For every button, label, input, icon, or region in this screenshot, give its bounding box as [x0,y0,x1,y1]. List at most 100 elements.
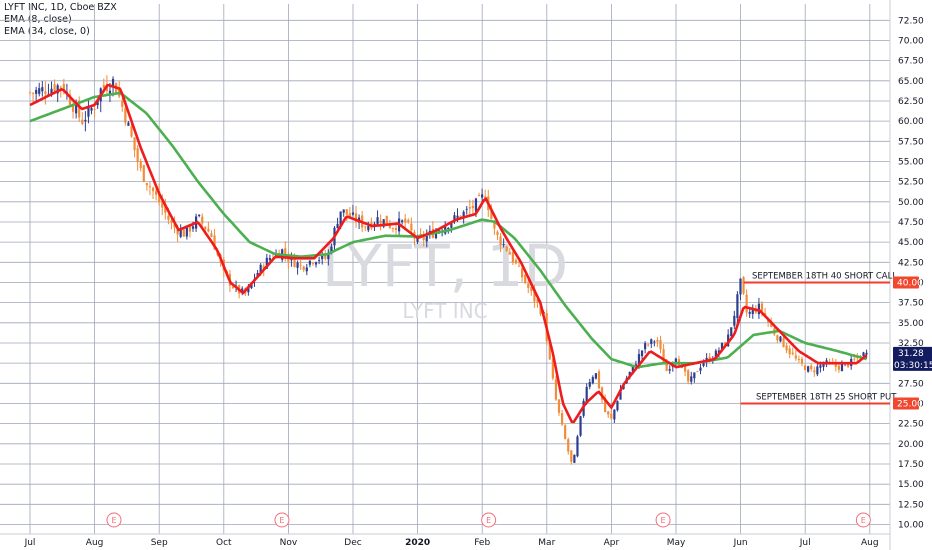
legend-ema-slow[interactable]: EMA (34, close, 0) [4,26,90,37]
candle-body [616,401,619,411]
candle-body [668,369,671,371]
candle-body [50,88,53,94]
price-tick-label: 27.50 [898,379,924,389]
candle-body [394,228,398,231]
candle-body [53,84,56,92]
candle-body [742,277,745,294]
candle-body [93,109,96,110]
candle-body [201,216,204,224]
short-put-annotation: SEPTEMBER 18TH 25 SHORT PUT [756,392,897,402]
candle-body [505,246,508,251]
legend-symbol[interactable]: LYFT INC, 1D, Cboe BZX [4,2,117,13]
time-tick-label: Jul [799,538,811,548]
earnings-label: E [661,516,666,525]
candle-body [490,209,493,219]
candle-body [813,370,816,373]
candle-body [185,226,188,237]
candle-body [696,371,699,373]
candle-body [379,220,382,224]
candle-body [434,231,438,239]
candle-body [284,248,287,256]
earnings-icon[interactable] [274,512,290,528]
candle-body [514,259,518,264]
earnings-icon[interactable] [855,512,871,528]
candle-body [348,213,351,217]
candle-body [779,336,782,342]
bar-countdown: 03:30:15 [894,361,932,371]
candle-body [837,365,840,370]
call-level-tag [893,276,919,289]
candle-body [265,257,268,269]
watermark-ticker: LYFT, 1D [322,232,568,300]
candle-body [862,352,865,356]
candle-body [502,244,505,245]
ema-slow-line [29,91,867,369]
price-tick-label: 67.50 [898,57,924,67]
earnings-icon[interactable] [655,512,671,528]
candle-body [342,209,345,213]
candle-body [481,194,484,198]
candle-body [330,246,333,253]
candle-body [198,214,201,217]
time-tick-label: Apr [604,538,620,548]
candle-body [496,231,499,236]
candle-body [327,252,330,260]
candle-body [533,288,536,302]
legend-ema-fast[interactable]: EMA (8, close) [4,14,72,25]
candle-body [524,274,527,283]
candle-body [422,235,425,241]
candle-body [44,91,47,95]
candle-body [819,365,822,368]
candle-body [674,358,677,364]
candle-body [653,341,656,343]
candle-body [179,229,182,237]
candle-body [124,108,127,123]
candle-body [570,450,573,462]
candle-body [164,204,167,213]
candle-body [127,122,130,126]
candle-body [733,315,736,326]
price-tick-label: 17.50 [898,460,924,470]
time-tick-label: Aug [86,538,104,548]
time-tick-label: Aug [861,538,879,548]
candle-body [308,260,311,265]
earnings-icon[interactable] [106,512,122,528]
price-tags: 40.00 25.00 31.28 03:30:15 [893,276,932,410]
chart-legend: LYFT INC, 1D, Cboe BZX EMA (8, close) EM… [4,2,117,38]
candle-body [151,187,155,192]
candle-body [499,236,502,246]
candle-body [631,365,634,372]
candle-body [262,265,265,270]
candle-body [450,223,453,228]
price-tick-label: 55.00 [898,157,924,167]
candle-body [665,362,668,371]
candle-body [751,309,754,315]
earnings-icon[interactable] [481,512,497,528]
candle-body [314,262,318,265]
candle-body [564,425,567,439]
candle-body [527,283,530,288]
price-tick-label: 52.50 [898,178,924,188]
candle-body [31,92,35,94]
time-tick-label: Nov [280,538,298,548]
candle-body [745,294,748,313]
candle-body [465,208,468,210]
candle-body [840,364,844,372]
candle-body [247,287,250,293]
candle-body [810,365,813,370]
candle-body [797,359,801,361]
candle-body [136,148,139,163]
price-axis[interactable]: 72.50 70.00 67.50 65.00 62.50 60.00 57.50 55.00… [898,16,924,530]
candle-body [425,235,428,242]
candle-body [591,377,594,384]
candle-body [188,225,192,232]
candle-body [690,376,693,382]
candle-body [133,137,136,151]
candle-body [182,229,185,237]
candle-body [71,105,75,112]
time-axis[interactable]: Jul Aug Sep Oct Nov Dec 2020 Feb Mar Apr May Jun Jul… [24,538,879,548]
price-tick-label: 45.00 [898,238,924,248]
candle-body [800,358,804,364]
candle-body [530,286,533,292]
